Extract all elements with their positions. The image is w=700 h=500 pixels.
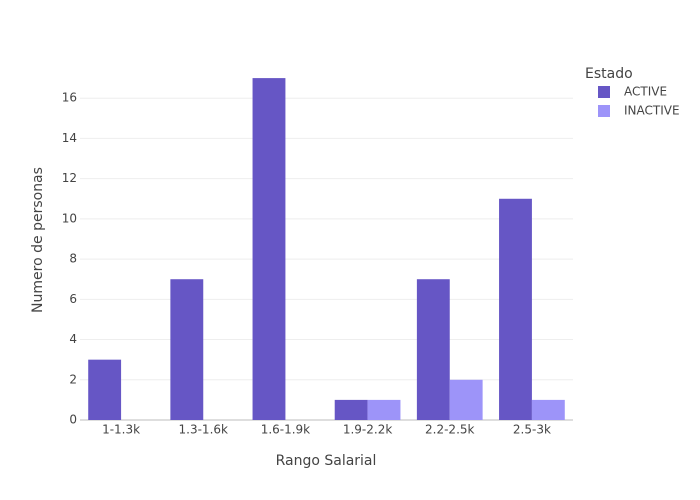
- x-tick-label: 2.5-3k: [513, 423, 551, 437]
- x-tick-label: 1.3-1.6k: [179, 423, 228, 437]
- bar-active-2.5-3k[interactable]: [499, 198, 532, 420]
- legend-items: ACTIVE INACTIVE: [598, 85, 680, 118]
- y-tick-label: 12: [62, 171, 77, 185]
- legend-label-inactive[interactable]: INACTIVE: [624, 104, 680, 118]
- y-tick-label: 4: [69, 332, 77, 346]
- legend: Estado ACTIVE INACTIVE: [585, 66, 680, 118]
- legend-title: Estado: [585, 66, 633, 82]
- x-axis-ticks: 1-1.3k 1.3-1.6k 1.6-1.9k 1.9-2.2k 2.2-2.5k 2.…: [102, 423, 551, 437]
- bar-inactive-2.5-3k[interactable]: [531, 399, 565, 420]
- legend-swatch-active[interactable]: [598, 86, 610, 98]
- bar-inactive-1.9-2.2k[interactable]: [367, 399, 401, 420]
- bar-active-1.3-1.6k[interactable]: [170, 279, 204, 420]
- legend-swatch-inactive[interactable]: [598, 105, 610, 117]
- y-tick-label: 0: [69, 413, 77, 427]
- y-axis-title: Numero de personas: [30, 167, 46, 313]
- x-tick-label: 1.9-2.2k: [343, 423, 392, 437]
- legend-label-active[interactable]: ACTIVE: [624, 85, 667, 99]
- y-tick-label: 10: [62, 211, 77, 225]
- bar-active-2.2-2.5k[interactable]: [416, 279, 450, 420]
- y-tick-label: 16: [62, 91, 77, 105]
- bar-active-1.6-1.9k[interactable]: [252, 78, 286, 420]
- y-tick-label: 8: [69, 252, 77, 266]
- y-axis-ticks: 0 2 4 6 8 10 12 14 16: [62, 91, 77, 427]
- gridlines: [80, 97, 573, 421]
- y-tick-label: 2: [69, 372, 77, 386]
- x-tick-label: 1-1.3k: [102, 423, 140, 437]
- bar-active-1-1.3k[interactable]: [88, 359, 122, 420]
- bars: [88, 78, 565, 420]
- x-axis-title: Rango Salarial: [276, 453, 377, 469]
- x-tick-label: 1.6-1.9k: [261, 423, 310, 437]
- y-tick-label: 14: [62, 131, 77, 145]
- y-tick-label: 6: [69, 292, 77, 306]
- x-tick-label: 2.2-2.5k: [425, 423, 474, 437]
- bar-inactive-2.2-2.5k[interactable]: [449, 379, 483, 420]
- bar-active-1.9-2.2k[interactable]: [334, 399, 368, 420]
